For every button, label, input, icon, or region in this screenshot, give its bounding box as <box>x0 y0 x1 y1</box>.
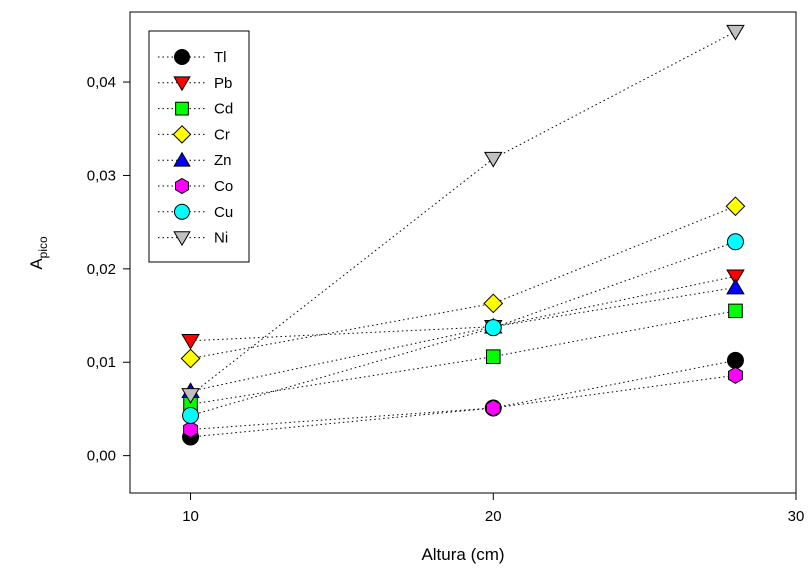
data-point-co <box>728 366 743 384</box>
data-point-cr <box>483 293 504 314</box>
data-point-cr <box>180 348 201 369</box>
legend: Tl Pb Cd Cr Zn Co Cu Ni <box>148 30 250 263</box>
data-point-co <box>485 399 501 417</box>
series-line-zn <box>190 287 736 392</box>
data-point-ni <box>483 151 503 168</box>
series-line-ni <box>190 31 736 396</box>
data-point-cr <box>725 196 746 217</box>
series-line-cr <box>190 205 736 359</box>
x-axis: 10 20 30 <box>182 493 804 525</box>
legend-label-pb: Pb <box>214 75 232 92</box>
y-axis-title-main: A <box>27 258 46 270</box>
legend-marker-cu <box>174 203 190 220</box>
y-axis-title: Apico <box>27 236 50 270</box>
data-point-ni <box>181 388 200 404</box>
x-tick-label: 20 <box>485 508 502 525</box>
plot-frame <box>129 11 797 494</box>
legend-marker-tl <box>174 49 190 65</box>
legend-box <box>148 30 250 263</box>
legend-label-zn: Zn <box>214 152 232 169</box>
x-tick-label: 10 <box>182 508 199 525</box>
series-lines <box>190 31 736 438</box>
legend-label-cd: Cd <box>214 101 233 118</box>
y-tick-label: 0,01 <box>87 354 116 371</box>
data-point-cd <box>728 303 743 319</box>
legend-label-tl: Tl <box>214 49 227 66</box>
x-tick-label: 30 <box>788 508 805 525</box>
legend-marker-zn <box>173 151 191 167</box>
series-line-cd <box>190 310 736 405</box>
x-axis-title: Altura (cm) <box>421 545 504 564</box>
legend-marker-ni <box>173 231 191 247</box>
data-point-co <box>183 420 198 439</box>
legend-label-co: Co <box>214 178 233 195</box>
legend-label-cr: Cr <box>214 126 230 143</box>
data-point-zn <box>726 278 745 295</box>
series-line-cu <box>190 241 736 416</box>
data-point-cu <box>182 406 200 424</box>
legend-marker-co <box>175 177 189 195</box>
series-line-tl <box>190 359 736 438</box>
y-tick-label: 0,02 <box>87 261 116 278</box>
legend-label-ni: Ni <box>214 230 228 247</box>
data-point-pb <box>181 333 200 350</box>
data-point-pb <box>726 269 745 286</box>
legend-marker-cd <box>175 101 189 116</box>
series-markers <box>180 24 746 446</box>
data-point-cu <box>484 319 502 337</box>
data-point-ni <box>726 24 745 41</box>
legend-marker-cr <box>172 125 192 144</box>
series-line-co <box>190 374 736 430</box>
y-axis: 0,00 0,01 0,02 0,03 0,04 <box>87 74 130 465</box>
legend-label-cu: Cu <box>214 204 233 221</box>
y-axis-title-subscript: pico <box>36 236 50 258</box>
y-tick-label: 0,00 <box>87 448 116 465</box>
y-tick-label: 0,03 <box>87 167 116 184</box>
data-point-cd <box>485 349 501 364</box>
data-point-cu <box>726 233 744 251</box>
y-tick-label: 0,04 <box>87 74 116 91</box>
legend-marker-pb <box>173 76 191 92</box>
data-point-tl <box>726 351 744 369</box>
